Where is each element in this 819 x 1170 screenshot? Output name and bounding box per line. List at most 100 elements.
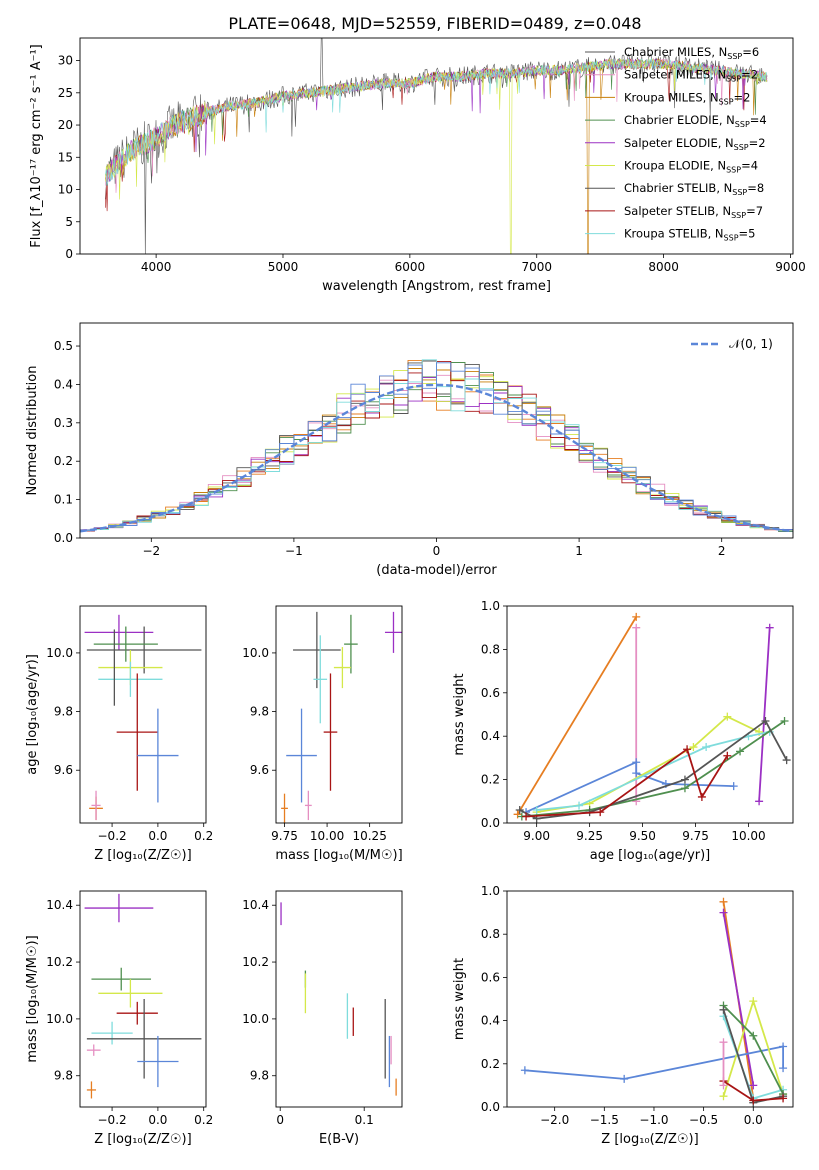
weight-marker [632,612,641,621]
x-tick-label: 1 [575,544,583,558]
weight-marker [761,717,770,726]
y-tick-label: 0.8 [481,642,500,656]
axes-frame [506,605,794,824]
weight-marker [632,769,641,778]
weight-marker [749,997,758,1006]
massweight_vs_z-plot-area [520,897,788,1107]
x-tick-label: 9.00 [523,829,550,843]
axes-frame [79,605,207,824]
axes-frame [79,322,794,539]
weight-marker [683,745,692,754]
weight-marker [575,801,584,810]
legend-entry: Kroupa ELODIE, NSSP=4 [624,159,758,175]
x-tick-label: −2 [142,544,160,558]
weight-marker [755,797,764,806]
weight-marker [782,756,791,765]
spectrum-line-kroupa_elodie [105,58,768,254]
y-tick-label: 0.2 [481,1057,500,1071]
spectrum-line-kroupa_miles [105,58,768,254]
y-tick-label: 10.4 [242,898,269,912]
weight-marker [765,623,774,632]
weight-line-salpeter_elodie [758,627,771,802]
x-tick-label: 10.00 [731,829,765,843]
y-tick-label: 0.8 [481,927,500,941]
weight-marker [596,808,605,817]
weight-line-chabrier_miles [516,616,637,815]
x-tick-label: −2.0 [540,1113,569,1127]
weight-line-salpeter_elodie [722,912,755,1086]
weight-marker [513,810,522,819]
x-tick-label: 4000 [141,260,172,274]
weight-marker [532,805,541,814]
x-axis-label: E(B-V) [319,1132,359,1147]
y-tick-label: 10.0 [46,646,73,660]
y-axis-label: mass weight [452,673,467,755]
axes-frame [79,37,794,255]
x-tick-label: 9.25 [576,829,603,843]
legend-entry: Chabrier MILES, NSSP=6 [624,45,759,61]
legend-entry: Salpeter ELODIE, NSSP=2 [624,136,766,152]
y-tick-label: 0.2 [54,454,73,468]
y-tick-label: 0.4 [481,729,500,743]
x-tick-label: 0.0 [148,829,167,843]
x-tick-label: 2 [718,544,726,558]
y-tick-label: 9.8 [250,1069,269,1083]
residuals-plot-area [80,359,793,534]
weight-marker [749,1081,758,1090]
weight-marker [702,743,711,752]
y-tick-label: 9.8 [54,705,73,719]
y-tick-label: 1.0 [481,599,500,613]
x-tick-label: 6000 [395,260,426,274]
weight-marker [522,812,531,821]
figure-title: PLATE=0648, MJD=52559, FIBERID=0489, z=0… [228,14,641,33]
legend-entry: Kroupa MILES, NSSP=2 [624,90,750,106]
legend-entry: Chabrier ELODIE, NSSP=4 [624,113,767,129]
weight-marker [719,908,728,917]
x-tick-label: 9.75 [271,829,298,843]
weight-marker [749,1096,758,1105]
weight-marker [620,1074,629,1083]
y-tick-label: 5 [65,215,73,229]
x-tick-label: 0.0 [744,1113,763,1127]
x-tick-label: 0 [433,544,441,558]
y-axis-label: age [log₁₀(age/yr)] [25,654,40,775]
x-tick-label: 10.00 [310,829,344,843]
x-tick-label: −1 [285,544,303,558]
x-tick-label: 0.1 [355,1113,374,1127]
x-axis-label: Z [log₁₀(Z/Z☉)] [601,1132,698,1147]
y-tick-label: 0 [65,247,73,261]
x-tick-label: −0.5 [689,1113,718,1127]
y-tick-label: 10.0 [242,1012,269,1026]
weight-marker [697,792,706,801]
weight-marker [723,712,732,721]
spectrum-panel: 4000 5000 6000 7000 8000 9000 0 5 10 15 20 25 30 wave… [29,37,806,294]
massweight_vs_age-panel: 9.00 9.25 9.50 9.75 10.00 0.0 0.2 0.4 0.6 0.8 1.0 a… [452,599,794,863]
mass_vs_ebv-panel: 0 0.1 9.8 10.0 10.2 10.4 E(B-V) [242,890,403,1147]
weight-line-kroupa_elodie [536,715,760,813]
legend-entry: Salpeter STELIB, NSSP=7 [624,204,763,220]
x-tick-label: 5000 [268,260,299,274]
y-axis-label: mass [log₁₀(M/M☉)] [25,935,40,1062]
y-tick-label: 0.6 [481,970,500,984]
x-axis-label: wavelength [Angstrom, rest frame] [322,279,551,294]
age_vs_mass-panel: 9.75 10.00 10.25 9.6 9.8 10.0 mass [log₁₀(M/M☉… [242,605,403,863]
age_vs_mass-plot-area [281,611,402,823]
spectrum-plot-area [105,38,768,254]
x-axis-label: (data-model)/error [376,563,497,578]
y-tick-label: 25 [58,86,73,100]
weight-marker [680,775,689,784]
y-tick-label: 10.4 [46,898,73,912]
weight-marker [736,747,745,756]
y-tick-label: 20 [58,118,73,132]
weight-marker [779,1094,788,1103]
y-tick-label: 1.0 [481,884,500,898]
residuals-panel: −2 −1 0 1 2 0.0 0.1 0.2 0.3 0.4 0.5 (data-model)/er… [25,322,794,578]
y-tick-label: 0.0 [481,816,500,830]
histogram-blue [80,362,793,534]
x-tick-label: 0.2 [194,1113,213,1127]
axes-frame [506,890,794,1108]
y-tick-label: 9.8 [54,1069,73,1083]
weight-marker [779,1064,788,1073]
x-tick-label: −1.5 [590,1113,619,1127]
weight-line-chabrier_stelib [519,719,788,820]
